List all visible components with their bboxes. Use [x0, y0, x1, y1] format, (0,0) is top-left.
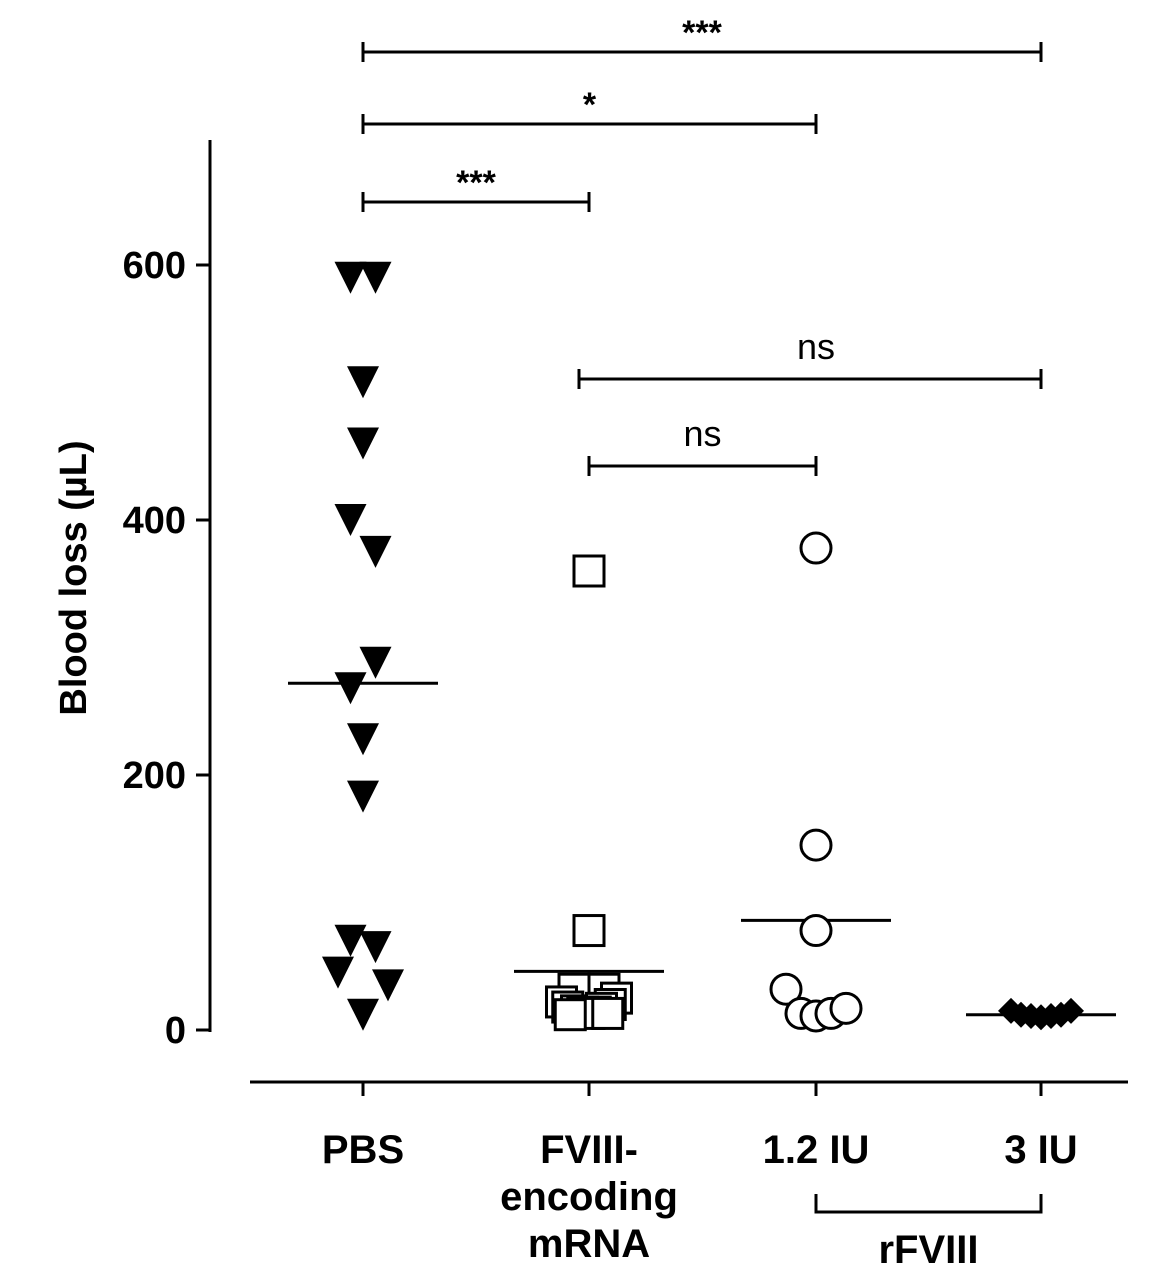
data-point: [322, 956, 354, 989]
x-category-label: mRNA: [528, 1222, 650, 1266]
data-point: [359, 261, 392, 294]
data-point: [799, 914, 833, 948]
x-category-label: PBS: [322, 1128, 404, 1172]
data-point: [553, 998, 587, 1032]
data-point: [359, 535, 392, 568]
data-point: [359, 646, 392, 679]
comparison-label: ns: [683, 413, 721, 454]
data-point: [769, 972, 803, 1006]
data-point: [372, 969, 404, 1002]
data-points: [322, 261, 1084, 1033]
y-tick-label: 400: [123, 500, 186, 542]
group-bracket-line: [814, 1194, 1043, 1214]
data-point: [334, 261, 367, 294]
y-axis-label: Blood loss (µL): [53, 440, 95, 715]
median-lines: [288, 681, 1116, 1017]
data-point: [347, 723, 379, 756]
comparison-label: ***: [456, 164, 496, 202]
data-point: [334, 924, 367, 957]
comparison-label: ***: [682, 14, 722, 52]
data-point: [347, 998, 379, 1031]
data-point: [347, 366, 379, 399]
data-point: [799, 828, 833, 862]
data-point: [1058, 997, 1084, 1024]
y-tick-label: 200: [123, 755, 186, 797]
data-point: [572, 914, 606, 948]
data-point: [347, 780, 379, 813]
group-bracket-label: rFVIII: [878, 1228, 978, 1272]
x-category-label: FVIII-: [540, 1128, 638, 1172]
y-ticks: 0 200 400 600: [123, 245, 210, 1052]
data-point: [334, 504, 367, 536]
y-tick-label: 0: [165, 1010, 186, 1052]
data-point: [347, 427, 379, 460]
comparison-label: *: [583, 86, 597, 124]
x-category-label: encoding: [500, 1175, 678, 1219]
data-point: [572, 554, 606, 588]
data-point: [591, 996, 625, 1030]
data-point: [359, 931, 392, 964]
x-category-label: 3 IU: [1004, 1128, 1077, 1172]
data-point: [829, 991, 863, 1025]
data-point: [334, 672, 367, 705]
comparison-label: ns: [797, 326, 835, 367]
y-tick-label: 600: [123, 245, 186, 287]
group-bracket: rFVIII: [814, 1194, 1043, 1272]
axes: Blood loss (µL): [53, 140, 1128, 1084]
x-category-label: 1.2 IU: [763, 1128, 870, 1172]
data-point: [799, 531, 833, 565]
